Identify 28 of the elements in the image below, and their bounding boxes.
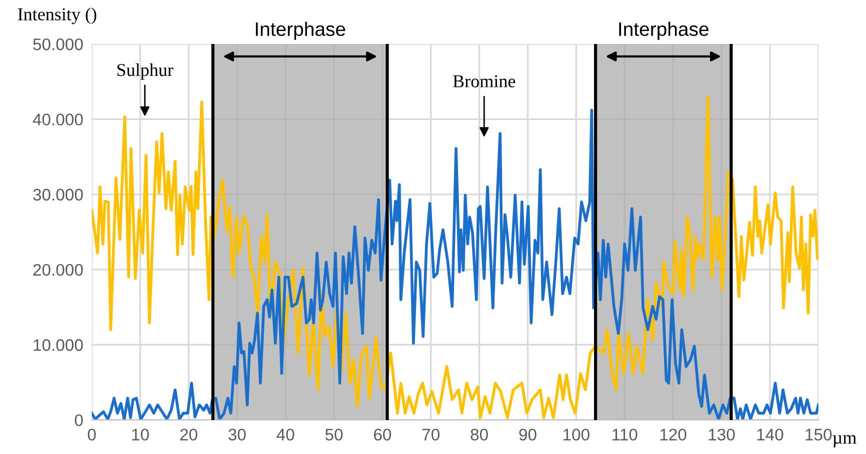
x-tick-label: 10 bbox=[132, 428, 149, 441]
x-tick-label: 20 bbox=[180, 428, 198, 441]
y-tick-label: 10.000 bbox=[34, 339, 83, 351]
y-axis-title: Intensity () bbox=[18, 8, 96, 24]
annotation: Sulphur bbox=[117, 63, 174, 80]
annotation: Bromine bbox=[453, 75, 516, 88]
x-tick-label: 40 bbox=[276, 428, 294, 441]
x-tick-label: 50 bbox=[325, 428, 343, 441]
x-tick-label: 130 bbox=[708, 428, 735, 441]
band-label: Interphase bbox=[256, 22, 346, 40]
x-tick-label: 120 bbox=[660, 428, 686, 441]
y-tick-label: 30.000 bbox=[33, 188, 83, 201]
y-tick-label: 20.000 bbox=[33, 264, 83, 276]
x-tick-label: 70 bbox=[422, 428, 440, 441]
x-tick-label: 90 bbox=[519, 428, 536, 441]
y-tick-label: 0 bbox=[74, 414, 83, 426]
y-tick-label: 50.000 bbox=[33, 38, 83, 50]
y-tick-label: 40.000 bbox=[32, 114, 83, 126]
x-tick-label: 140 bbox=[757, 428, 784, 441]
x-tick-label: 100 bbox=[564, 428, 590, 441]
x-tick-label: 150 bbox=[806, 428, 832, 441]
band-label: Interphase bbox=[619, 22, 708, 40]
x-axis-title: µm bbox=[832, 435, 856, 448]
x-tick-label: 110 bbox=[612, 428, 638, 441]
x-tick-label: 60 bbox=[374, 428, 392, 441]
x-tick-label: 0 bbox=[88, 428, 96, 441]
x-tick-label: 30 bbox=[228, 428, 246, 441]
x-tick-label: 80 bbox=[470, 428, 488, 441]
